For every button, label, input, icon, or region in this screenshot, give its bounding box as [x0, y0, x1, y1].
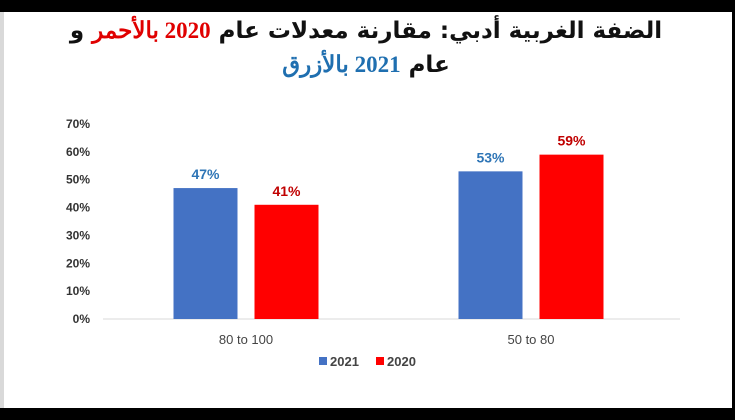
y-tick-label: 20% — [66, 256, 90, 270]
y-tick-label: 30% — [66, 228, 90, 242]
chart-canvas — [0, 12, 732, 408]
title-red-text: 2020 بالأحمر — [92, 18, 211, 43]
y-tick-label: 70% — [66, 117, 90, 131]
bar-2020 — [539, 154, 604, 319]
y-tick-label: 0% — [73, 312, 91, 326]
y-tick-label: 40% — [66, 201, 90, 215]
y-tick-label: 10% — [66, 284, 90, 298]
y-tick-label: 50% — [66, 173, 90, 187]
x-tick-label: 50 to 80 — [508, 332, 555, 347]
data-label: 47% — [191, 166, 220, 182]
title-blue-text: 2021 بالأزرق — [282, 52, 401, 77]
title-text: الضفة الغربية أدبي: مقارنة معدلات عام — [210, 18, 663, 44]
title-text: و — [69, 18, 93, 44]
x-tick-label: 80 to 100 — [219, 332, 273, 347]
data-label: 59% — [557, 133, 586, 149]
bar-2021 — [458, 171, 523, 319]
chart-title: الضفة الغربية أدبي: مقارنة معدلات عام 20… — [0, 14, 732, 82]
y-tick-label: 60% — [66, 145, 90, 159]
data-label: 53% — [476, 149, 505, 165]
data-label: 41% — [272, 183, 301, 199]
legend-swatch — [319, 357, 327, 365]
title-line-1: الضفة الغربية أدبي: مقارنة معدلات عام 20… — [0, 14, 732, 48]
bar-2020 — [254, 204, 319, 319]
bar-2021 — [173, 188, 238, 319]
legend-label: 2021 — [330, 354, 359, 369]
title-line-2: عام 2021 بالأزرق — [0, 48, 732, 82]
legend-label: 2020 — [387, 354, 416, 369]
title-text: عام — [400, 52, 450, 78]
legend-swatch — [376, 357, 384, 365]
